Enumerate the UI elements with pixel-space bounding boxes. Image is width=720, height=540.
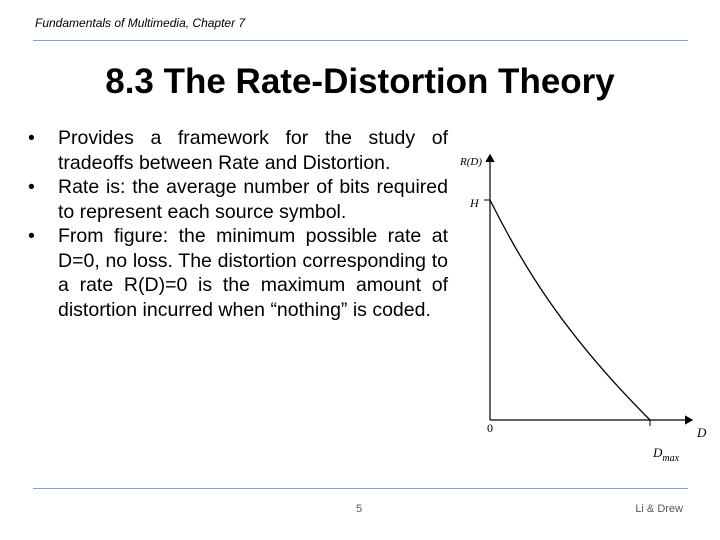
bullet: Provides a framework for the study of tr… [28, 126, 448, 175]
bullet: From figure: the minimum possible rate a… [28, 224, 448, 322]
dmax-main: D [652, 445, 663, 460]
header: Fundamentals of Multimedia, Chapter 7 [35, 16, 246, 30]
header-rule [33, 40, 688, 41]
x-axis-label: D [696, 425, 707, 440]
rd-curve [489, 199, 651, 421]
bullet-list: Provides a framework for the study of tr… [28, 126, 448, 322]
y-axis-label: R(D) [459, 156, 482, 168]
page-number: 5 [356, 503, 363, 515]
dmax-label: Dmax [652, 445, 680, 464]
footer-authors: Li & Drew [635, 503, 683, 515]
dmax-sub: max [662, 453, 679, 464]
h-label: H [469, 196, 480, 210]
slide-title: 8.3 The Rate-Distortion Theory [105, 62, 615, 101]
footer-rule [33, 488, 688, 489]
origin-label: 0 [487, 421, 493, 435]
bullet: Rate is: the average number of bits requ… [28, 175, 448, 224]
